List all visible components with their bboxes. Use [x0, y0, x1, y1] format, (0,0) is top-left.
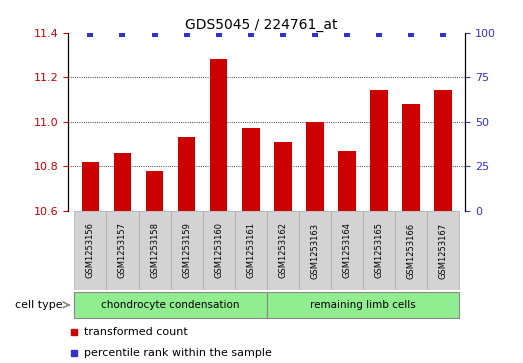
- Bar: [338, 151, 356, 211]
- Point: [375, 32, 383, 37]
- FancyBboxPatch shape: [363, 211, 395, 290]
- Point: [246, 32, 255, 37]
- Point: [407, 32, 415, 37]
- Text: GDS5045 / 224761_at: GDS5045 / 224761_at: [185, 18, 338, 32]
- FancyBboxPatch shape: [74, 292, 267, 318]
- Text: GSM1253167: GSM1253167: [438, 223, 448, 278]
- Point: [439, 32, 447, 37]
- Bar: [402, 104, 420, 211]
- FancyBboxPatch shape: [202, 211, 235, 290]
- Point: [279, 32, 287, 37]
- Text: GSM1253158: GSM1253158: [150, 223, 159, 278]
- Point: [150, 32, 158, 37]
- FancyBboxPatch shape: [331, 211, 363, 290]
- FancyBboxPatch shape: [74, 211, 107, 290]
- FancyBboxPatch shape: [427, 211, 459, 290]
- Point: [118, 32, 127, 37]
- FancyBboxPatch shape: [139, 211, 170, 290]
- Text: chondrocyte condensation: chondrocyte condensation: [101, 300, 240, 310]
- Point: [183, 32, 191, 37]
- Text: GSM1253159: GSM1253159: [182, 223, 191, 278]
- FancyBboxPatch shape: [267, 292, 459, 318]
- FancyBboxPatch shape: [235, 211, 267, 290]
- Text: GSM1253161: GSM1253161: [246, 223, 255, 278]
- Point: [86, 32, 95, 37]
- Text: cell type: cell type: [15, 300, 63, 310]
- FancyBboxPatch shape: [267, 211, 299, 290]
- FancyBboxPatch shape: [395, 211, 427, 290]
- Text: GSM1253156: GSM1253156: [86, 223, 95, 278]
- Text: remaining limb cells: remaining limb cells: [310, 300, 416, 310]
- Bar: [113, 153, 131, 211]
- Text: GSM1253157: GSM1253157: [118, 223, 127, 278]
- Bar: [434, 90, 452, 211]
- Point: [311, 32, 319, 37]
- Text: GSM1253165: GSM1253165: [374, 223, 383, 278]
- FancyBboxPatch shape: [170, 211, 202, 290]
- Bar: [242, 128, 259, 211]
- FancyBboxPatch shape: [299, 211, 331, 290]
- Text: GSM1253164: GSM1253164: [343, 223, 351, 278]
- Bar: [146, 171, 163, 211]
- Bar: [370, 90, 388, 211]
- Bar: [274, 142, 292, 211]
- Point: [343, 32, 351, 37]
- Text: GSM1253166: GSM1253166: [406, 223, 415, 278]
- Text: GSM1253162: GSM1253162: [278, 223, 287, 278]
- Bar: [82, 162, 99, 211]
- Bar: [178, 137, 196, 211]
- FancyBboxPatch shape: [107, 211, 139, 290]
- Bar: [210, 60, 228, 211]
- Bar: [306, 122, 324, 211]
- Text: percentile rank within the sample: percentile rank within the sample: [84, 348, 272, 358]
- Text: transformed count: transformed count: [84, 327, 188, 337]
- Text: GSM1253163: GSM1253163: [310, 223, 320, 278]
- Text: GSM1253160: GSM1253160: [214, 223, 223, 278]
- Point: [214, 32, 223, 37]
